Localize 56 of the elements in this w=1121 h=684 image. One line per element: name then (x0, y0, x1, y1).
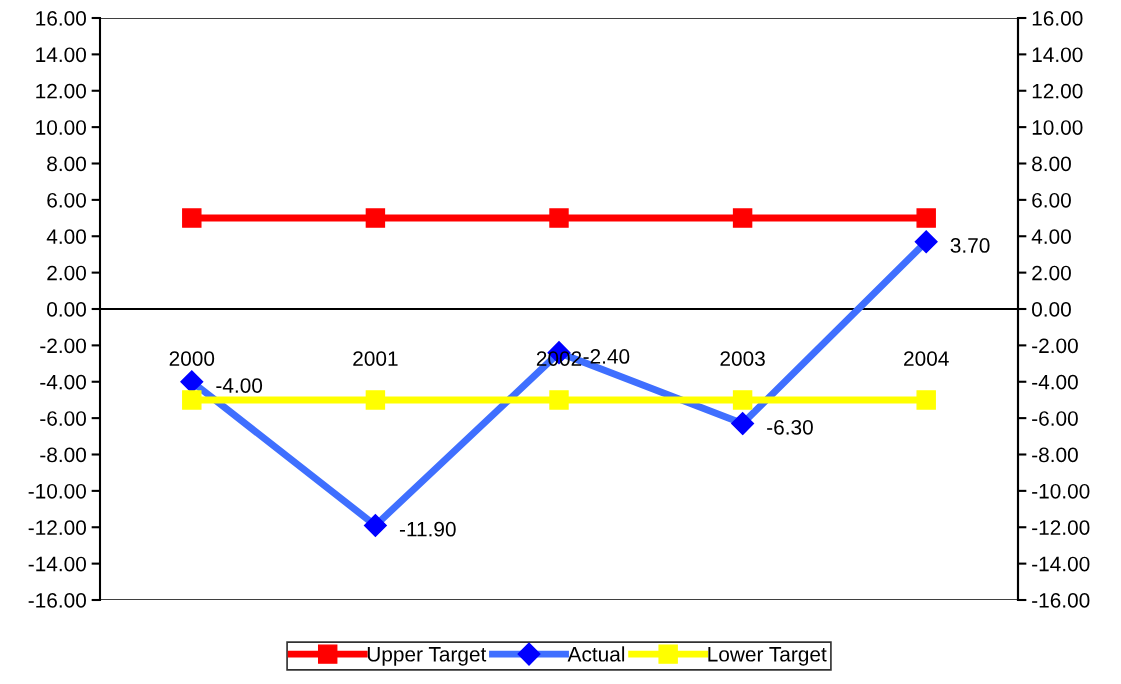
y-tick-label: 4.00 (46, 229, 86, 244)
y-tick-label: -12.00 (28, 520, 86, 535)
data-label: -6.30 (767, 419, 813, 435)
y-tick-label: -16.00 (28, 593, 86, 608)
point (549, 390, 569, 410)
y2-tick-label: 0.00 (1032, 302, 1071, 317)
y2-tick-label: 16.00 (1032, 11, 1083, 26)
y-tick-label: 2.00 (47, 265, 86, 281)
legend-label: Lower Target (708, 647, 827, 666)
y-tick-label: -6.00 (40, 411, 86, 426)
data-label: -4.00 (216, 378, 263, 393)
y2-tick-label: 4.00 (1031, 229, 1071, 244)
point (182, 390, 202, 410)
y2-tick-label: -8.00 (1032, 447, 1078, 463)
y-tick-label: 14.00 (36, 47, 86, 63)
data-label: 3.70 (950, 238, 990, 253)
y2-tick-label: 14.00 (1032, 47, 1083, 63)
legend-label: Upper Target (367, 647, 487, 666)
y2-tick-label: 8.00 (1032, 156, 1071, 172)
point (365, 208, 386, 228)
point (916, 390, 936, 410)
y2-tick-label: -16.00 (1032, 593, 1090, 608)
y2-tick-label: 10.00 (1032, 120, 1083, 135)
y-tick-label: -14.00 (28, 556, 86, 572)
point (732, 390, 753, 410)
y2-tick-label: -2.00 (1032, 338, 1078, 354)
y-tick-label: 12.00 (36, 83, 86, 99)
legend-label: Actual (567, 646, 625, 662)
y2-tick-label: -10.00 (1032, 483, 1090, 499)
y-tick-label: -2.00 (40, 338, 86, 354)
y-tick-label: -8.00 (40, 447, 86, 463)
y2-tick-label: 12.00 (1032, 83, 1083, 99)
y2-tick-label: -14.00 (1032, 556, 1090, 572)
x-tick-label: 2000 (169, 351, 215, 366)
point (732, 208, 753, 228)
point (365, 390, 386, 410)
y-tick-label: -4.00 (40, 374, 86, 390)
y2-tick-label: 2.00 (1032, 265, 1071, 281)
y-tick-label: 6.00 (47, 192, 86, 208)
y-tick-label: 16.00 (36, 11, 86, 26)
point (182, 208, 202, 228)
y2-tick-label: -4.00 (1032, 374, 1078, 390)
x-tick-label: 2001 (353, 351, 398, 366)
y-tick-label: 10.00 (36, 120, 86, 135)
y2-tick-label: -12.00 (1032, 520, 1090, 535)
y-tick-label: 0.00 (47, 302, 86, 317)
x-tick-label: 2003 (720, 351, 765, 366)
y-tick-label: 8.00 (47, 156, 86, 172)
data-label: -2.40 (583, 349, 630, 364)
x-tick-label: 2004 (904, 351, 949, 366)
y2-tick-label: 6.00 (1032, 192, 1071, 208)
point (916, 208, 936, 228)
y2-tick-label: -6.00 (1032, 411, 1078, 426)
point (549, 208, 569, 228)
data-label: -11.90 (399, 521, 456, 537)
y-tick-label: -10.00 (28, 483, 86, 499)
